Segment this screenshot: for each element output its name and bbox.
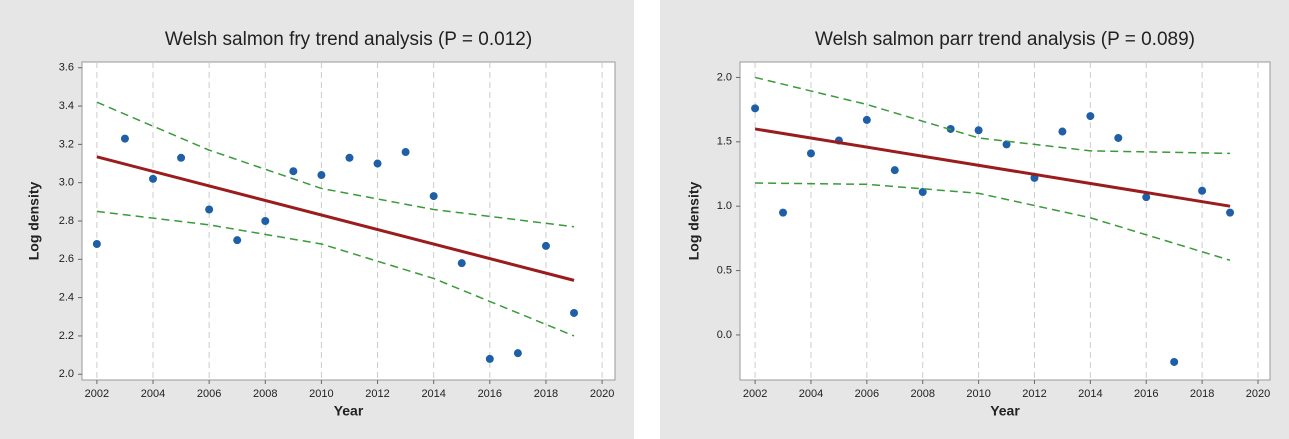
y-tick-label: 0.0 [717,329,732,341]
chart-panel: Welsh salmon parr trend analysis (P = 0.… [660,0,1289,439]
data-point [485,354,494,363]
x-tick-label: 2014 [1078,388,1102,400]
y-tick-label: 3.2 [59,138,74,150]
x-tick-label: 2006 [855,388,879,400]
data-point [233,236,242,245]
confidence-line [96,101,575,228]
confidence-line [755,182,1231,261]
data-point [345,153,354,162]
fit-line [96,155,575,282]
x-tick-label: 2002 [743,388,767,400]
data-point [1086,112,1095,121]
data-point [457,259,466,268]
x-tick-label: 2016 [1134,388,1158,400]
x-tick-label: 2020 [1246,388,1270,400]
confidence-line [754,76,1231,155]
data-point [205,205,214,214]
data-point [429,192,438,201]
x-tick-label: 2016 [478,388,502,400]
x-tick-label: 2018 [1190,388,1214,400]
x-tick-label: 2012 [1022,388,1046,400]
x-tick-label: 2002 [85,388,109,400]
data-point [1058,127,1067,136]
data-point [890,166,899,175]
data-point [1198,186,1207,195]
fit-line [754,127,1231,208]
chart-panel: Welsh salmon fry trend analysis (P = 0.0… [0,0,634,439]
data-point [261,217,270,225]
x-tick-label: 2004 [141,388,165,400]
y-tick-label: 2.0 [717,71,732,83]
x-axis-title: Year [990,403,1020,419]
x-tick-label: 2018 [534,388,558,400]
x-tick-label: 2010 [309,388,333,400]
data-point [289,167,298,176]
y-tick-label: 2.2 [59,330,74,342]
y-tick-label: 2.8 [59,215,74,227]
data-point [974,126,983,135]
data-point [92,239,101,248]
x-tick-label: 2008 [910,388,934,400]
data-point [862,115,871,124]
x-tick-label: 2004 [799,388,823,400]
data-point [1114,133,1123,142]
x-tick-label: 2012 [365,388,389,400]
data-point [1142,193,1151,202]
data-point [570,308,579,317]
data-point [751,104,760,113]
data-point [120,134,129,143]
data-point [1170,357,1179,366]
x-axis-title: Year [334,403,364,419]
data-point [401,148,410,157]
data-point [541,241,550,250]
data-point [373,159,382,168]
data-point [918,188,927,197]
x-tick-label: 2006 [197,388,221,400]
data-point [1226,208,1235,217]
data-point [779,208,788,217]
confidence-line [96,210,575,337]
y-tick-label: 3.0 [59,177,74,189]
y-tick-label: 3.6 [59,62,74,74]
plot-area [739,61,1271,381]
chart-title: Welsh salmon fry trend analysis (P = 0.0… [165,29,532,50]
y-tick-label: 1.5 [717,136,732,148]
data-point [513,349,522,358]
y-tick-label: 2.6 [59,253,74,265]
x-tick-label: 2020 [590,388,614,400]
y-axis-title: Log density [26,182,42,261]
y-axis-title: Log density [686,182,702,261]
x-tick-label: 2014 [421,388,445,400]
data-point [1002,140,1011,149]
y-tick-label: 1.0 [717,200,732,212]
data-point [317,171,326,180]
data-point [177,153,186,162]
data-point [806,149,815,158]
x-tick-label: 2008 [253,388,277,400]
x-tick-label: 2010 [966,388,990,400]
y-tick-label: 2.0 [59,368,74,380]
y-tick-label: 2.4 [59,292,74,304]
chart-title: Welsh salmon parr trend analysis (P = 0.… [815,29,1195,50]
y-tick-label: 0.5 [717,264,732,276]
y-tick-label: 3.4 [59,100,74,112]
data-point [149,174,158,183]
